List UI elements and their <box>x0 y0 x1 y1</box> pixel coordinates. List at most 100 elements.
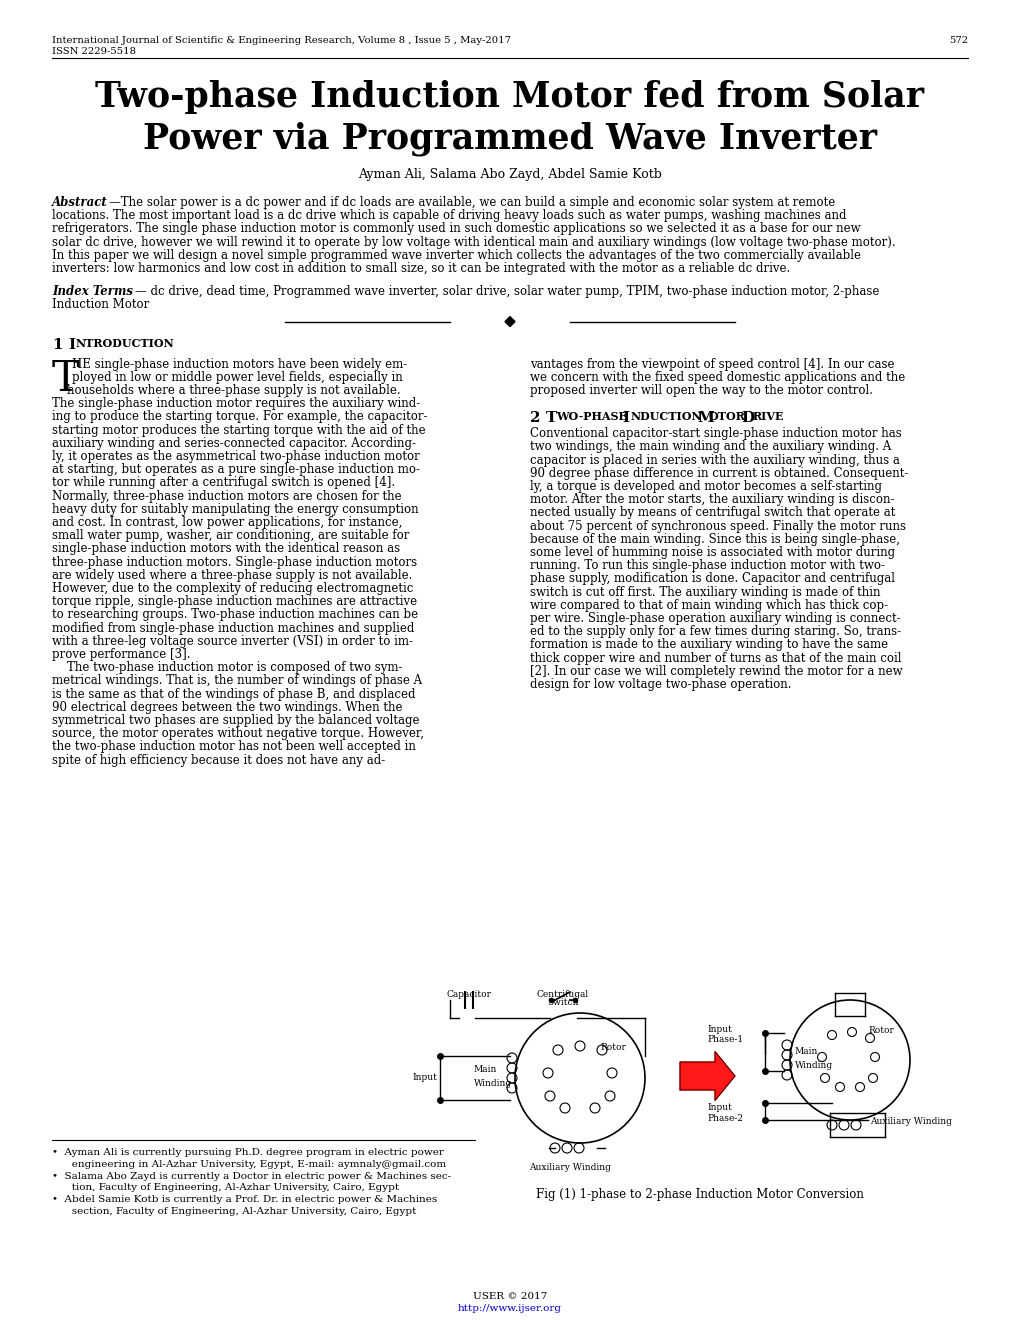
Text: is the same as that of the windings of phase B, and displaced: is the same as that of the windings of p… <box>52 688 415 701</box>
Text: ly, a torque is developed and motor becomes a self-starting: ly, a torque is developed and motor beco… <box>530 480 881 492</box>
Text: •  Abdel Samie Kotb is currently a Prof. Dr. in electric power & Machines: • Abdel Samie Kotb is currently a Prof. … <box>52 1195 437 1204</box>
Text: M: M <box>696 412 713 425</box>
Text: •  Salama Abo Zayd is currently a Doctor in electric power & Machines sec-: • Salama Abo Zayd is currently a Doctor … <box>52 1172 450 1180</box>
Text: International Journal of Scientific & Engineering Research, Volume 8 , Issue 5 ,: International Journal of Scientific & En… <box>52 36 511 45</box>
Text: auxiliary winding and series-connected capacitor. According-: auxiliary winding and series-connected c… <box>52 437 416 450</box>
Text: and cost. In contrast, low power applications, for instance,: and cost. In contrast, low power applica… <box>52 516 401 529</box>
Text: vantages from the viewpoint of speed control [4]. In our case: vantages from the viewpoint of speed con… <box>530 358 894 371</box>
Text: Phase-1: Phase-1 <box>706 1035 743 1044</box>
Text: small water pump, washer, air conditioning, are suitable for: small water pump, washer, air conditioni… <box>52 529 409 543</box>
Text: Main: Main <box>474 1065 497 1074</box>
Text: formation is made to the auxiliary winding to have the same: formation is made to the auxiliary windi… <box>530 639 888 651</box>
Text: —The solar power is a dc power and if dc loads are available, we can build a sim: —The solar power is a dc power and if dc… <box>109 195 835 209</box>
Text: locations. The most important load is a dc drive which is capable of driving hea: locations. The most important load is a … <box>52 209 846 222</box>
Text: Rotor: Rotor <box>599 1043 626 1052</box>
Text: Two-phase Induction Motor fed from Solar: Two-phase Induction Motor fed from Solar <box>96 81 923 114</box>
Text: source, the motor operates without negative torque. However,: source, the motor operates without negat… <box>52 727 424 741</box>
Text: refrigerators. The single phase induction motor is commonly used in such domesti: refrigerators. The single phase inductio… <box>52 222 860 235</box>
Text: NTRODUCTION: NTRODUCTION <box>76 338 174 348</box>
Text: metrical windings. That is, the number of windings of phase A: metrical windings. That is, the number o… <box>52 675 422 688</box>
Text: Normally, three-phase induction motors are chosen for the: Normally, three-phase induction motors a… <box>52 490 401 503</box>
Text: Fig (1) 1-phase to 2-phase Induction Motor Conversion: Fig (1) 1-phase to 2-phase Induction Mot… <box>536 1188 863 1201</box>
Text: wire compared to that of main winding which has thick cop-: wire compared to that of main winding wh… <box>530 599 888 611</box>
Text: are widely used where a three-phase supply is not available.: are widely used where a three-phase supp… <box>52 569 412 582</box>
Text: 2: 2 <box>530 412 540 425</box>
Text: three-phase induction motors. Single-phase induction motors: three-phase induction motors. Single-pha… <box>52 556 417 569</box>
Text: D: D <box>740 412 753 425</box>
Text: nected usually by means of centrifugal switch that operate at: nected usually by means of centrifugal s… <box>530 507 895 519</box>
Text: heavy duty for suitably manipulating the energy consumption: heavy duty for suitably manipulating the… <box>52 503 418 516</box>
Text: because of the main winding. Since this is being single-phase,: because of the main winding. Since this … <box>530 533 899 545</box>
Text: [2]. In our case we will completely rewind the motor for a new: [2]. In our case we will completely rewi… <box>530 665 902 677</box>
Text: running. To run this single-phase induction motor with two-: running. To run this single-phase induct… <box>530 560 884 572</box>
Text: Ayman Ali, Salama Abo Zayd, Abdel Samie Kotb: Ayman Ali, Salama Abo Zayd, Abdel Samie … <box>358 168 661 181</box>
Text: solar dc drive, however we will rewind it to operate by low voltage with identic: solar dc drive, however we will rewind i… <box>52 235 895 248</box>
Text: with a three-leg voltage source inverter (VSI) in order to im-: with a three-leg voltage source inverter… <box>52 635 413 648</box>
Text: thick copper wire and number of turns as that of the main coil: thick copper wire and number of turns as… <box>530 652 901 664</box>
Text: http://www.ijser.org: http://www.ijser.org <box>458 1304 561 1313</box>
Text: single-phase induction motors with the identical reason as: single-phase induction motors with the i… <box>52 543 399 556</box>
Text: design for low voltage two-phase operation.: design for low voltage two-phase operati… <box>530 678 791 690</box>
Text: ly, it operates as the asymmetrical two-phase induction motor: ly, it operates as the asymmetrical two-… <box>52 450 420 463</box>
Text: ed to the supply only for a few times during staring. So, trans-: ed to the supply only for a few times du… <box>530 626 900 638</box>
Text: capacitor is placed in series with the auxiliary winding, thus a: capacitor is placed in series with the a… <box>530 454 899 466</box>
Text: Input: Input <box>706 1104 732 1111</box>
Text: per wire. Single-phase operation auxiliary winding is connect-: per wire. Single-phase operation auxilia… <box>530 612 900 624</box>
Text: motor. After the motor starts, the auxiliary winding is discon-: motor. After the motor starts, the auxil… <box>530 494 894 506</box>
Polygon shape <box>504 317 515 326</box>
Text: Main: Main <box>794 1048 817 1056</box>
Text: OTOR: OTOR <box>708 412 745 422</box>
Text: T: T <box>52 358 79 400</box>
Text: Induction Motor: Induction Motor <box>52 298 149 312</box>
Text: proposed inverter will open the way to the motor control.: proposed inverter will open the way to t… <box>530 384 872 397</box>
Text: at starting, but operates as a pure single-phase induction mo-: at starting, but operates as a pure sing… <box>52 463 420 477</box>
Text: I: I <box>622 412 629 425</box>
Text: NDUCTION: NDUCTION <box>631 412 702 422</box>
Text: Rotor: Rotor <box>867 1026 893 1035</box>
Text: WO-PHASE: WO-PHASE <box>555 412 627 422</box>
Text: 1: 1 <box>52 338 62 351</box>
Text: Abstract: Abstract <box>52 195 108 209</box>
Text: inverters: low harmonics and low cost in addition to small size, so it can be in: inverters: low harmonics and low cost in… <box>52 261 790 275</box>
Text: section, Faculty of Engineering, Al-Azhar University, Cairo, Egypt: section, Faculty of Engineering, Al-Azha… <box>62 1206 416 1216</box>
Text: Index Terms: Index Terms <box>52 285 132 298</box>
Text: ployed in low or middle power level fields, especially in: ployed in low or middle power level fiel… <box>72 371 403 384</box>
Text: Input: Input <box>706 1024 732 1034</box>
Text: switch is cut off first. The auxiliary winding is made of thin: switch is cut off first. The auxiliary w… <box>530 586 879 598</box>
Text: symmetrical two phases are supplied by the balanced voltage: symmetrical two phases are supplied by t… <box>52 714 419 727</box>
Text: to researching groups. Two-phase induction machines can be: to researching groups. Two-phase inducti… <box>52 609 418 622</box>
Text: Winding: Winding <box>794 1060 833 1069</box>
Text: spite of high efficiency because it does not have any ad-: spite of high efficiency because it does… <box>52 754 385 767</box>
Text: •  Ayman Ali is currently pursuing Ph.D. degree program in electric power: • Ayman Ali is currently pursuing Ph.D. … <box>52 1148 443 1158</box>
Text: Capacitor: Capacitor <box>446 990 491 999</box>
Text: phase supply, modification is done. Capacitor and centrifugal: phase supply, modification is done. Capa… <box>530 573 894 585</box>
Text: In this paper we will design a novel simple programmed wave inverter which colle: In this paper we will design a novel sim… <box>52 248 860 261</box>
Text: Power via Programmed Wave Inverter: Power via Programmed Wave Inverter <box>143 121 876 157</box>
Text: Winding: Winding <box>474 1078 512 1088</box>
Text: the two-phase induction motor has not been well accepted in: the two-phase induction motor has not be… <box>52 741 416 754</box>
Text: However, due to the complexity of reducing electromagnetic: However, due to the complexity of reduci… <box>52 582 413 595</box>
Text: about 75 percent of synchronous speed. Finally the motor runs: about 75 percent of synchronous speed. F… <box>530 520 905 532</box>
Text: Conventional capacitor-start single-phase induction motor has: Conventional capacitor-start single-phas… <box>530 428 901 440</box>
Text: The two-phase induction motor is composed of two sym-: The two-phase induction motor is compose… <box>52 661 403 675</box>
Text: tion, Faculty of Engineering, Al-Azhar University, Cairo, Egypt: tion, Faculty of Engineering, Al-Azhar U… <box>62 1184 398 1192</box>
Text: T: T <box>545 412 556 425</box>
Text: households where a three-phase supply is not available.: households where a three-phase supply is… <box>52 384 400 397</box>
Text: 572: 572 <box>948 36 967 45</box>
Text: Switch: Switch <box>547 998 578 1007</box>
Text: Auxiliary Winding: Auxiliary Winding <box>529 1163 610 1172</box>
Text: we concern with the fixed speed domestic applications and the: we concern with the fixed speed domestic… <box>530 371 905 384</box>
Text: Input: Input <box>412 1073 436 1082</box>
Text: Centrifugal: Centrifugal <box>536 990 589 999</box>
Text: some level of humming noise is associated with motor during: some level of humming noise is associate… <box>530 546 895 558</box>
Text: ISSN 2229-5518: ISSN 2229-5518 <box>52 48 136 55</box>
Text: HE single-phase induction motors have been widely em-: HE single-phase induction motors have be… <box>72 358 407 371</box>
Text: — dc drive, dead time, Programmed wave inverter, solar drive, solar water pump, : — dc drive, dead time, Programmed wave i… <box>135 285 878 298</box>
Text: 90 electrical degrees between the two windings. When the: 90 electrical degrees between the two wi… <box>52 701 403 714</box>
Text: RIVE: RIVE <box>752 412 784 422</box>
Text: tor while running after a centrifugal switch is opened [4].: tor while running after a centrifugal sw… <box>52 477 394 490</box>
Text: starting motor produces the starting torque with the aid of the: starting motor produces the starting tor… <box>52 424 425 437</box>
Polygon shape <box>680 1052 735 1101</box>
Text: Auxiliary Winding: Auxiliary Winding <box>869 1117 951 1126</box>
Text: USER © 2017: USER © 2017 <box>473 1292 546 1302</box>
